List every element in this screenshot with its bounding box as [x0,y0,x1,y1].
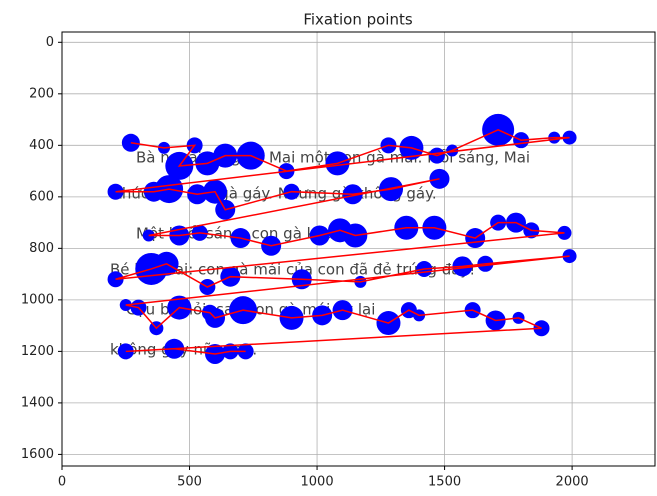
y-tick-label: 1600 [21,447,54,462]
text-line: Bé hỏi Mai: con gà mái của con đã đẻ trứ… [110,261,475,279]
x-tick-label: 0 [58,475,66,490]
y-tick-label: 400 [29,138,54,153]
x-tick-label: 1500 [428,475,461,490]
plot-frame [61,31,656,467]
chart-title: Fixation points [303,11,413,29]
y-tick-label: 0 [46,35,54,50]
x-tick-label: 500 [177,475,202,490]
y-tick-label: 1400 [21,395,54,410]
y-tick-label: 1000 [21,292,54,307]
y-tick-label: 200 [29,86,54,101]
x-tick-label: 2000 [556,475,589,490]
x-tick-label: 1000 [301,475,334,490]
y-tick-label: 1200 [21,344,54,359]
scanpath [115,129,570,355]
y-tick-label: 600 [29,189,54,204]
y-tick-label: 800 [29,241,54,256]
grid [61,32,655,466]
